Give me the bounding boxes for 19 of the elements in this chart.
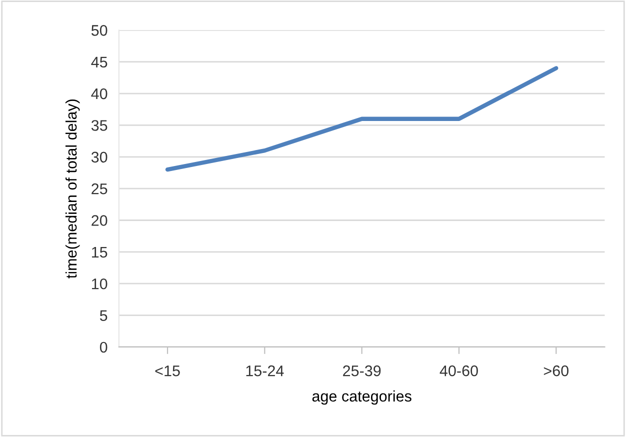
x-tick-label: 15-24 <box>246 365 284 376</box>
y-tick-label: 20 <box>92 215 108 226</box>
y-tick-label: 10 <box>92 278 108 290</box>
x-axis-title: age categories <box>312 390 412 405</box>
y-tick-label: 5 <box>100 310 108 321</box>
y-axis-title: time(median of total delay) <box>65 99 80 278</box>
y-tick-label: 50 <box>91 25 108 36</box>
y-tick-label: 40 <box>91 88 108 100</box>
y-tick-label: 25 <box>92 183 108 194</box>
y-tick-label: 0 <box>100 342 108 353</box>
y-tick-label: 15 <box>92 246 108 258</box>
x-tick-label: >60 <box>544 365 568 376</box>
y-tick-label: 45 <box>91 56 108 68</box>
x-tick-label: 25-39 <box>343 365 381 376</box>
x-tick-label: 40-60 <box>440 365 478 376</box>
y-tick-label: 35 <box>91 120 108 131</box>
line-series <box>165 66 558 172</box>
y-tick-label: 30 <box>91 152 108 163</box>
x-tick-label: <15 <box>155 366 180 376</box>
